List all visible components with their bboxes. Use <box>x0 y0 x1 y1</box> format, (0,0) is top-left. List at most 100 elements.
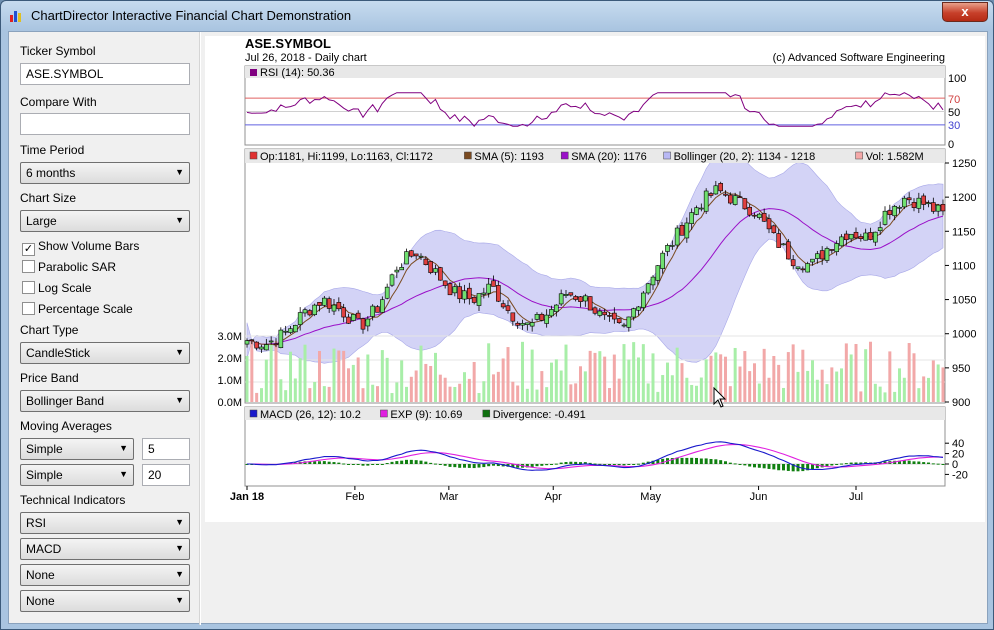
chart-type-label: Chart Type <box>20 323 79 337</box>
volume-bar <box>917 388 921 402</box>
volume-bar <box>612 354 616 402</box>
legend-swatch <box>380 409 388 418</box>
ma1-type-select[interactable]: Simple ▼ <box>20 438 134 460</box>
chart-app-icon <box>10 11 21 22</box>
chart-frame[interactable]: ASE.SYMBOL Jul 26, 2018 - Daily chart (c… <box>205 36 985 522</box>
macd-tick-label: 0 <box>952 459 958 471</box>
divergence-bar <box>791 464 795 472</box>
legend-text: MACD (26, 12): 10.2 <box>260 409 361 421</box>
candle-body <box>931 202 936 212</box>
x-tick-label: Apr <box>545 491 562 503</box>
chart-type-select[interactable]: CandleStick ▼ <box>20 342 190 364</box>
candle-body <box>438 267 443 281</box>
indicator-1-value: RSI <box>26 516 47 530</box>
divergence-bar <box>361 464 365 466</box>
divergence-bar <box>670 458 674 464</box>
macd-line <box>247 441 944 471</box>
candle-body <box>631 308 636 318</box>
divergence-bar <box>429 462 433 464</box>
macd-panel <box>244 406 946 487</box>
candle-body <box>428 261 433 273</box>
chevron-down-icon: ▼ <box>119 443 128 453</box>
candle-body <box>771 225 777 234</box>
divergence-bar <box>400 460 404 464</box>
volume-bar <box>666 362 669 402</box>
candle-body <box>834 243 839 252</box>
size-value: Large <box>26 214 57 228</box>
parabolic-sar-checkbox[interactable]: Parabolic SAR <box>22 260 116 274</box>
candle-body <box>882 210 888 225</box>
candle-body <box>399 267 404 271</box>
volume-bar <box>327 386 331 402</box>
divergence-bar <box>337 462 341 464</box>
indicator-2-select[interactable]: MACD ▼ <box>20 538 190 560</box>
ma2-period-input[interactable]: 20 <box>142 464 190 486</box>
volume-bar <box>931 360 935 402</box>
ticker-input[interactable]: ASE.SYMBOL <box>20 63 190 85</box>
size-select[interactable]: Large ▼ <box>20 210 190 232</box>
candle-body <box>723 193 728 196</box>
volume-bar <box>786 352 790 402</box>
candle-body <box>384 286 390 299</box>
macd-legend: MACD (26, 12): 10.2 EXP (9): 10.69 Diverge… <box>249 409 586 421</box>
divergence-bar <box>342 463 346 465</box>
rsi-legend-swatch <box>250 69 257 76</box>
divergence-bar <box>516 464 520 468</box>
divergence-bar <box>525 464 529 468</box>
divergence-bar <box>815 464 819 469</box>
divergence-bar <box>680 457 684 464</box>
divergence-bar <box>753 464 756 468</box>
indicator-4-select[interactable]: None ▼ <box>20 590 190 612</box>
candle-body <box>766 218 772 230</box>
volume-bar <box>922 376 926 402</box>
volume-bar <box>888 351 892 402</box>
volume-bar <box>695 385 698 402</box>
divergence-bar <box>554 463 558 465</box>
period-select[interactable]: 6 months ▼ <box>20 162 190 184</box>
divergence-bar <box>366 464 370 466</box>
candle-body <box>786 241 791 260</box>
divergence-bar <box>492 464 495 466</box>
volume-bar <box>733 347 737 402</box>
ma1-period-input[interactable]: 5 <box>142 438 190 460</box>
candle-body <box>244 340 250 345</box>
divergence-bar <box>782 464 785 471</box>
divergence-bar <box>927 462 930 464</box>
candle-body <box>636 306 641 311</box>
candle-body <box>370 305 375 317</box>
indicator-3-select[interactable]: None ▼ <box>20 564 190 586</box>
volume-bar <box>535 389 539 402</box>
candle-body <box>380 299 385 313</box>
checkbox-checked-icon: ✓ <box>22 243 35 256</box>
price-band-select[interactable]: Bollinger Band ▼ <box>20 390 190 412</box>
indicator-1-select[interactable]: RSI ▼ <box>20 512 190 534</box>
candle-body <box>520 323 525 326</box>
candle-body <box>462 290 467 300</box>
divergence-bar <box>583 462 587 464</box>
legend-text: Vol: 1.582M <box>866 151 924 163</box>
close-button[interactable]: x <box>942 2 988 22</box>
volume-bar <box>864 349 868 402</box>
volume-bar <box>869 341 872 402</box>
volume-bar <box>424 363 428 402</box>
candle-body <box>863 232 868 241</box>
divergence-bar <box>487 464 491 467</box>
candle-body <box>742 198 748 210</box>
divergence-bar <box>371 464 375 465</box>
divergence-bar <box>438 464 442 465</box>
divergence-bar <box>738 464 742 465</box>
price-axis: 1250 1200 1150 1100 1050 1000 950 900 <box>945 158 976 409</box>
log-scale-checkbox[interactable]: Log Scale <box>22 281 91 295</box>
candle-body <box>558 293 564 305</box>
volume-bar <box>709 355 713 402</box>
divergence-bar <box>327 461 331 464</box>
compare-input[interactable] <box>20 113 190 135</box>
ma2-type-select[interactable]: Simple ▼ <box>20 464 134 486</box>
rsi-tick: 30 <box>948 120 960 132</box>
candle-body <box>708 193 714 196</box>
divergence-bar <box>395 461 399 464</box>
financial-chart[interactable]: ASE.SYMBOL Jul 26, 2018 - Daily chart (c… <box>205 36 985 522</box>
percentage-scale-checkbox[interactable]: Percentage Scale <box>22 302 133 316</box>
volume-bars-checkbox[interactable]: ✓ Show Volume Bars <box>22 239 139 256</box>
